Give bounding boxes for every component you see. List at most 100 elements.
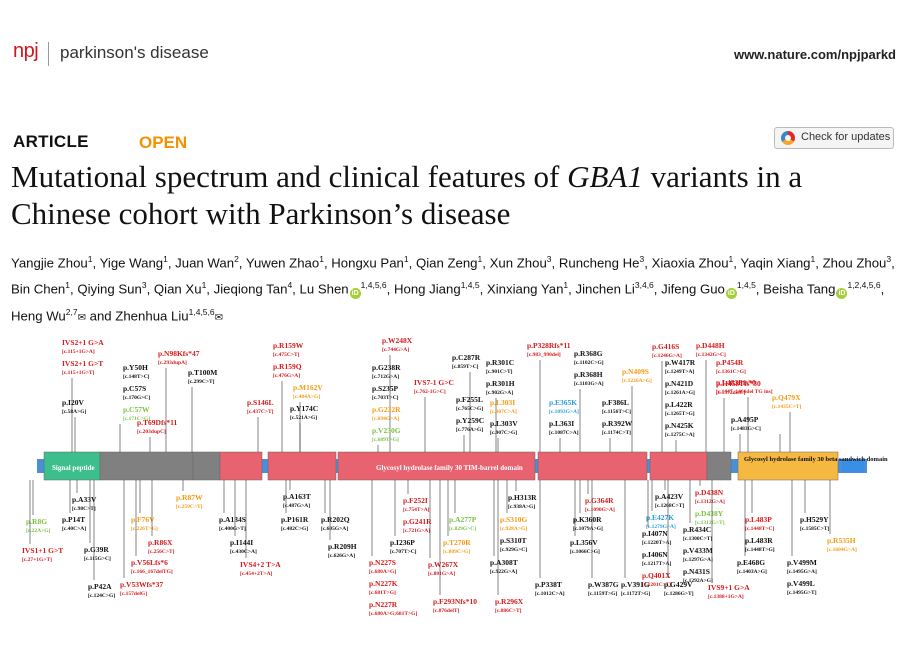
variant-cdna: [c.1604G>A] [827,547,857,553]
variant-label: p.N227S [369,558,396,567]
variant-label: p.T100M [188,368,217,377]
variant-label: IVS9+1 G>A [708,583,750,592]
envelope-icon[interactable]: ✉ [77,312,86,324]
variant-cdna: [c.454+2T>A] [240,571,273,577]
variant-cdna: [c.1300C>T] [683,536,712,542]
variant-label: p.G241R [403,517,432,526]
author-list: Yangjie Zhou1, Yige Wang1, Juan Wan2, Yu… [11,248,896,329]
author-separator: , [206,281,214,297]
npj-logo[interactable]: npj [13,40,39,62]
author-name[interactable]: Xun Zhou [489,255,547,271]
variant-label: p.L483R [745,536,773,545]
author-name[interactable]: Yuwen Zhao [245,255,320,271]
variant-label: p.H313R [508,493,537,502]
variant-label: p.L422R [665,400,693,409]
author-name[interactable]: Runcheng He [558,255,640,271]
variant-label: p.A308T [490,558,518,567]
orcid-icon[interactable]: iD [725,287,737,299]
author-separator: , [755,281,764,297]
variant-cdna: [c.299C>T] [188,379,215,385]
variant-cdna: [c.259C>T] [176,504,203,510]
variant-label: p.S310T [500,536,526,545]
variant-label: p.H529Y [800,515,829,524]
author-name[interactable]: Beisha Tang [763,281,836,297]
variant-cdna: [c.762-1G>C] [414,389,446,395]
envelope-icon[interactable]: ✉ [214,312,224,324]
variant-label: p.V230G [372,426,401,435]
variant-label: p.C57S [123,384,146,393]
author-separator: , [880,281,885,297]
journal-url[interactable]: www.nature.com/npjparkd [733,47,896,62]
journal-header: npj parkinson's disease www.nature.com/n… [0,0,910,70]
author-separator: , [238,255,246,271]
author-separator: , [551,255,559,271]
author-name[interactable]: Zhou Zhou [822,255,887,271]
variant-label: p.A163T [283,492,311,501]
variant-label: p.W387G [588,580,619,589]
variant-label: p.N409S [622,367,649,376]
author-name[interactable]: Hongxu Pan [331,255,404,271]
author-separator: , [292,281,300,297]
title-part-2: variants in a Chinese cohort with Parkin… [11,159,803,231]
variant-cdna: [c.1090G>A] [585,507,615,513]
variant-cdna: [c.1448T>G] [745,547,775,553]
variant-cdna: [c.901C>T] [486,369,513,375]
variant-cdna: [c.124C>G] [88,593,115,599]
protein-segment [267,451,337,481]
author-affiliation: 1 [87,254,93,264]
author-affiliation: 1 [201,280,207,291]
author-separator: , [568,281,576,297]
author-name[interactable]: Jifeng Guo [661,281,725,297]
author-name[interactable]: Heng Wu [11,308,66,324]
variant-label: p.N425K [665,421,694,430]
author-name[interactable]: Lu Shen [299,281,349,297]
variant-cdna: [c.1286G>T] [664,591,694,597]
variant-label: p.R86X [148,538,173,547]
author-name[interactable]: Yaqin Xiang [740,255,811,271]
author-separator: , [167,255,176,271]
article-type: ARTICLE [13,132,89,151]
author-name[interactable]: Jinchen Li [575,281,635,297]
journal-name[interactable]: parkinson's disease [60,43,209,62]
author-separator: , [386,281,394,297]
orcid-icon[interactable]: iD [349,287,361,299]
variant-label: p.R209H [328,542,357,551]
check-for-updates-button[interactable]: Check for updates [774,127,894,149]
variant-label: p.I406N [642,550,668,559]
orcid-icon[interactable]: iD [836,287,848,299]
variant-label: p.F386L [602,398,629,407]
variant-cdna: [c.115G>C] [84,556,111,562]
author-name[interactable]: Qiying Sun [77,281,142,297]
author-name[interactable]: Yangjie Zhou [11,255,88,271]
variant-label: p.F255L [456,395,483,404]
author-name[interactable]: Zhenhua Liu [115,308,189,324]
author-affiliation: 3 [639,254,645,264]
variant-label: p.R301C [486,358,514,367]
variant-cdna: [c.1066C>G] [570,549,600,555]
variant-label: p.V499M [787,558,817,567]
variant-cdna: [c.681T>G] [369,590,396,596]
variant-cdna: [c.922G>A] [490,569,517,575]
author-affiliation: 1 [563,280,569,291]
variant-label: p.P42A [88,582,112,591]
variant-label: p.L483Pfs*0 [716,378,756,387]
author-name[interactable]: Qian Zeng [415,255,478,271]
domain-label-signal-peptide: Signal peptide [52,464,95,472]
author-name[interactable]: Juan Wan [175,255,235,271]
author-name[interactable]: Qian Xu [153,281,202,297]
variant-cdna: [c.626G>A] [328,553,355,559]
author-name[interactable]: Bin Chen [11,281,66,297]
variant-label: p.R392W [602,419,633,428]
variant-cdna: [c.876delT] [433,608,460,614]
author-name[interactable]: Hong Jiang [393,281,461,297]
variant-label: p.K360R [573,515,602,524]
variant-label: p.R159Q [273,362,302,371]
author-name[interactable]: Yige Wang [99,255,164,271]
variant-label: p.N421D [665,379,694,388]
author-name[interactable]: Xiaoxia Zhou [651,255,729,271]
protein-segment [219,451,263,481]
variant-cdna: [c.859T>C] [452,364,479,370]
author-name[interactable]: Jieqiong Tan [213,281,288,297]
author-name[interactable]: Xinxiang Yan [486,281,564,297]
variant-label: p.E365K [549,398,577,407]
